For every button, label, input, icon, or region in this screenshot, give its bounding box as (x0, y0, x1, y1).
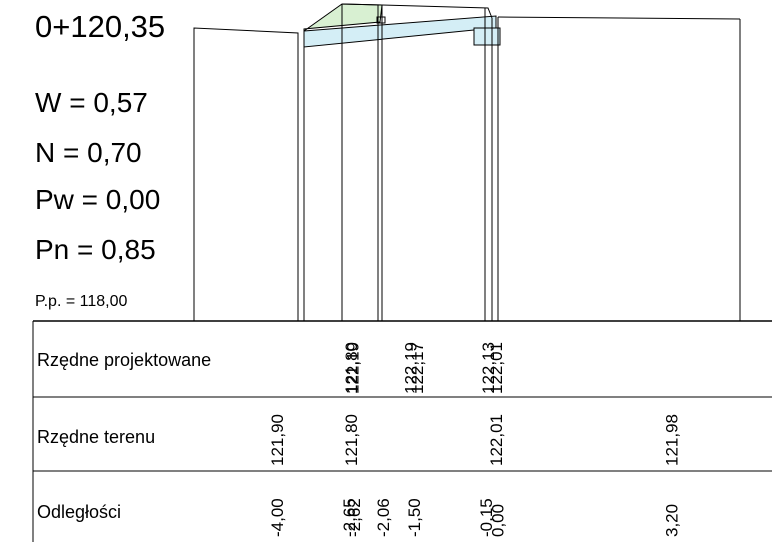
elevation-label: -2,06 (374, 498, 393, 537)
elevation-label: 3,20 (662, 504, 681, 537)
distance-labels: -4,00 -2,65-2,62 -2,06 -1,50 -0,150,00 3,20 (268, 498, 682, 537)
elevation-label: -2,65 (340, 498, 359, 537)
param-w: W = 0,57 (35, 87, 148, 118)
shoulder-fill (303, 3, 383, 32)
param-pw: Pw = 0,00 (35, 184, 161, 215)
elevation-label: 122,13 (479, 342, 498, 394)
elevation-label: 121,80 (342, 342, 361, 394)
elevation-label: 121,90 (268, 414, 287, 466)
terrain-right-ground (497, 16, 741, 20)
param-pn: Pn = 0,85 (35, 234, 156, 265)
row-label-distance: Odległości (37, 502, 122, 522)
elevation-label: 122,19 (343, 342, 362, 394)
elevation-label: 121,98 (662, 414, 681, 466)
elevation-label: 122,01 (487, 414, 506, 466)
elevation-label: 122,01 (487, 342, 506, 394)
terrain-line (193, 27, 299, 321)
row-label-design: Rzędne projektowane (37, 350, 212, 370)
elevation-label: 0,00 (489, 504, 508, 537)
elevation-label: 122,19 (402, 342, 421, 394)
elevation-label: -2,62 (345, 498, 364, 537)
datum-label: P.p. = 118,00 (35, 293, 128, 310)
param-n: N = 0,70 (35, 137, 142, 168)
curb-detail (376, 16, 386, 24)
elevation-label: -1,50 (405, 498, 424, 537)
station-label: 0+120,35 (35, 9, 166, 44)
elevation-label: -0,15 (477, 498, 496, 537)
elevation-label: 121,80 (342, 414, 361, 466)
drain-detail (473, 27, 501, 46)
terrain-elevation-labels: 121,90 121,80 122,01 121,98 (268, 414, 682, 466)
design-top-line (341, 3, 493, 19)
elevation-label: 122,17 (408, 342, 427, 394)
row-label-terrain: Rzędne terenu (37, 427, 156, 447)
elevation-label: -4,00 (268, 498, 287, 537)
